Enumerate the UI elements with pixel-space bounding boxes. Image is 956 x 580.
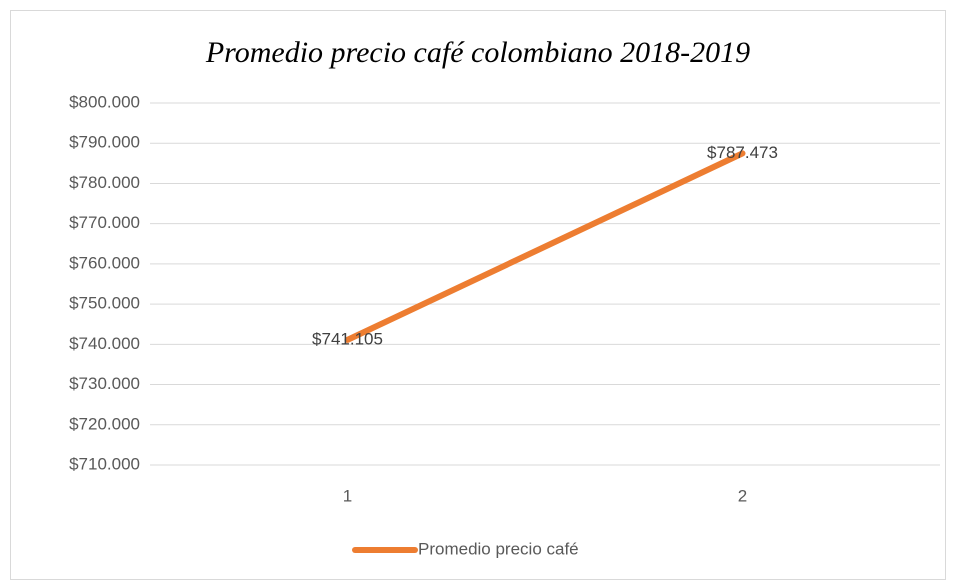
x-tick-label: 2 bbox=[738, 486, 747, 505]
line-series bbox=[344, 150, 746, 343]
legend-label: Promedio precio café bbox=[418, 539, 579, 558]
y-tick-label: $780.000 bbox=[69, 173, 140, 192]
chart-title: Promedio precio café colombiano 2018-201… bbox=[205, 36, 750, 69]
data-label: $741.105 bbox=[312, 329, 383, 348]
y-tick-label: $720.000 bbox=[69, 414, 140, 433]
y-tick-label: $790.000 bbox=[69, 133, 140, 152]
y-tick-label: $710.000 bbox=[69, 454, 140, 473]
x-tick-label: 1 bbox=[343, 486, 352, 505]
y-tick-label: $750.000 bbox=[69, 294, 140, 313]
y-tick-label: $730.000 bbox=[69, 374, 140, 393]
y-tick-label: $760.000 bbox=[69, 253, 140, 272]
data-label: $787.473 bbox=[707, 143, 778, 162]
chart-border bbox=[10, 10, 946, 580]
y-tick-label: $800.000 bbox=[69, 92, 140, 111]
y-tick-label: $740.000 bbox=[69, 334, 140, 353]
y-tick-label: $770.000 bbox=[69, 213, 140, 232]
